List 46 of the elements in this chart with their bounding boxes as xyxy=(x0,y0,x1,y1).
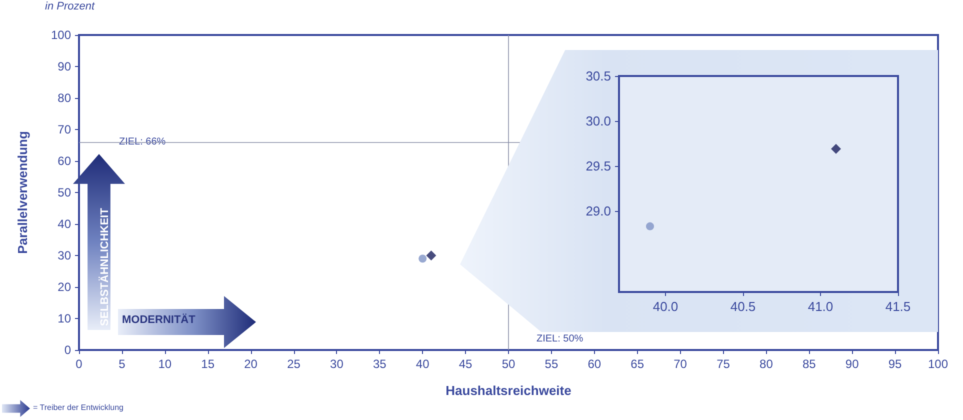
x-tick-label: 20 xyxy=(244,357,258,371)
y-axis-title: Parallelverwendung xyxy=(15,131,30,254)
x-tick-label: 5 xyxy=(118,357,126,371)
x-tick-label: 90 xyxy=(845,357,860,371)
text: = Treiber der Entwicklung xyxy=(33,403,124,412)
y-tick-label: 70 xyxy=(58,122,72,136)
y-tick-label: 29.5 xyxy=(586,158,611,174)
y-tick-label: 30.0 xyxy=(586,114,611,128)
y-tick-label: 50 xyxy=(58,186,72,200)
x-tick-label: 95 xyxy=(888,357,902,371)
x-tick-label: 45 xyxy=(458,357,473,371)
y-tick-label: 100 xyxy=(50,28,72,42)
y-tick-label: 90 xyxy=(58,60,72,74)
x-tick-label: 10 xyxy=(158,357,172,371)
annotation: MODERNITÄT xyxy=(122,314,196,326)
x-tick-label: 15 xyxy=(201,357,215,371)
x-axis-title: Haushaltsreichweite xyxy=(446,383,572,398)
x-tick-label: 0 xyxy=(76,357,83,371)
ref-line-label: ZIEL: 66% xyxy=(119,136,166,148)
x-tick-label: 65 xyxy=(630,357,644,371)
x-tick-label: 41.5 xyxy=(885,299,911,314)
x-tick-label: 30 xyxy=(330,357,344,371)
x-tick-label: 80 xyxy=(760,357,774,371)
y-tick-label: 0 xyxy=(64,343,72,357)
x-tick-label: 40.0 xyxy=(652,299,678,314)
y-tick-label: 40 xyxy=(58,217,72,231)
y-tick-label: 80 xyxy=(58,91,72,105)
x-tick-label: 40 xyxy=(416,357,430,371)
y-tick-label: 30.5 xyxy=(586,68,611,84)
ref-line-label: ZIEL: 50% xyxy=(536,334,584,344)
x-tick-label: 50 xyxy=(502,357,516,371)
x-tick-label: 70 xyxy=(674,357,688,371)
x-tick-label: 41.0 xyxy=(808,299,834,314)
x-tick-label: 25 xyxy=(287,357,301,371)
x-tick-label: 100 xyxy=(928,357,948,371)
y-tick-label: 10 xyxy=(58,312,72,326)
y-tick-label: 30 xyxy=(58,248,72,262)
y-tick-label: 60 xyxy=(58,154,72,168)
x-tick-label: 85 xyxy=(802,357,816,371)
y-tick-label: 20 xyxy=(58,280,72,294)
x-tick-label: 35 xyxy=(372,357,387,371)
x-tick-label: 75 xyxy=(716,357,730,371)
y-tick-label: 29.0 xyxy=(586,204,611,218)
x-tick-label: 55 xyxy=(544,357,558,371)
chart-subtitle: in Prozent xyxy=(45,0,96,12)
x-tick-label: 40.5 xyxy=(730,299,756,314)
